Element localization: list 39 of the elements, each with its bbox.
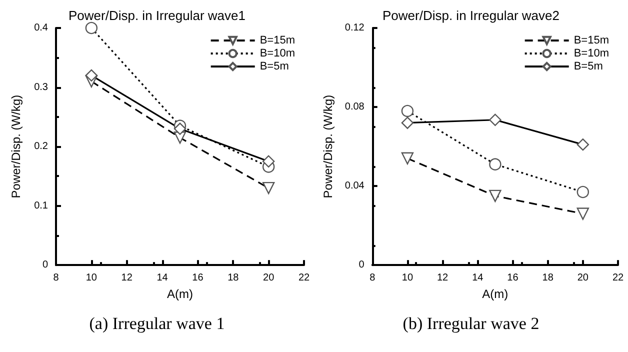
x-tick-label: 10	[86, 272, 98, 284]
x-tick-label: 10	[402, 272, 414, 284]
x-tick-label: 22	[298, 272, 310, 284]
legend-label: B=10m	[574, 48, 610, 60]
text: (b) Irregular wave 2	[402, 314, 540, 334]
y-tick-label: 0	[358, 260, 365, 271]
y-axis-title: Power/Disp. (W/kg)	[9, 94, 23, 198]
x-tick-label: 8	[53, 272, 60, 284]
x-tick-label: 14	[156, 272, 168, 284]
x-tick-label: 12	[121, 272, 133, 284]
legend-label: B=5m	[574, 60, 603, 72]
legend-label: B=15m	[260, 34, 296, 46]
y-tick-label: 0.1	[34, 200, 48, 212]
x-tick-label: 8	[370, 272, 376, 284]
x-tick-label: 22	[612, 272, 624, 284]
x-axis-title: A(m)	[482, 287, 508, 301]
x-tick-label: 16	[507, 272, 519, 284]
y-tick-label: 0.04	[344, 180, 365, 192]
x-tick-label: 20	[577, 272, 589, 284]
legend-label: B=10m	[260, 48, 296, 60]
x-axis-title: A(m)	[167, 287, 193, 301]
y-tick-label: 0	[42, 260, 48, 271]
y-tick-label: 0.3	[34, 82, 48, 93]
legend-label: B=15m	[574, 34, 610, 46]
legend-label: B=5m	[260, 60, 289, 72]
y-tick-label: 0.2	[34, 141, 48, 152]
y-tick-label: 0.08	[344, 102, 365, 113]
chart-title: Power/Disp. in Irregular wave2	[382, 8, 560, 23]
x-tick-label: 16	[192, 272, 204, 284]
y-tick-label: 0.12	[344, 22, 365, 34]
x-tick-label: 12	[436, 272, 449, 284]
x-tick-label: 18	[228, 272, 240, 284]
chart-title: Power/Disp. in Irregular wave1	[68, 8, 246, 23]
text: (a) Irregular wave 1	[88, 314, 226, 334]
x-tick-label: 20	[263, 272, 275, 284]
x-tick-label: 14	[472, 272, 484, 284]
y-axis-title: Power/Disp. (W/kg)	[321, 94, 335, 198]
x-tick-label: 18	[542, 272, 554, 284]
y-tick-label: 0.4	[34, 22, 48, 34]
